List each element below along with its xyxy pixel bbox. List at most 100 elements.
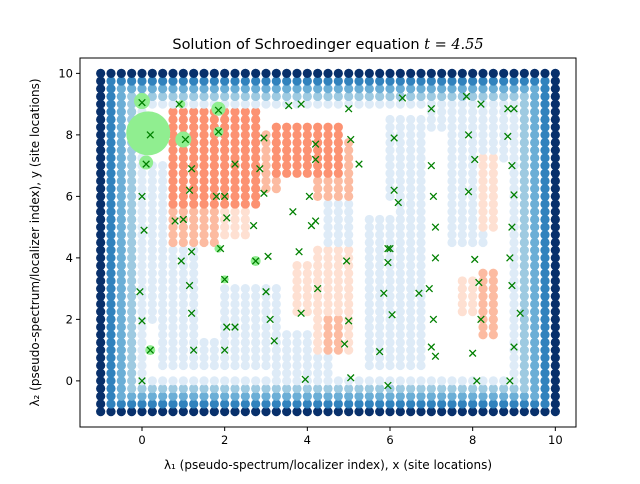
lattice-point [488, 276, 498, 286]
site-marker [464, 188, 473, 196]
lattice-point [447, 237, 457, 248]
lattice-point [302, 368, 312, 378]
lattice-point [178, 191, 188, 201]
lattice-point [137, 314, 147, 324]
lattice-point [158, 360, 168, 371]
lattice-point [230, 291, 240, 301]
site-marker [346, 374, 355, 382]
lattice-point [478, 91, 488, 102]
lattice-point [106, 291, 116, 301]
lattice-point [302, 299, 312, 309]
lattice-point [509, 368, 519, 378]
lattice-point [158, 253, 168, 263]
lattice-point [488, 191, 498, 201]
lattice-point [313, 407, 323, 417]
lattice-point [158, 391, 168, 401]
lattice-point [137, 245, 147, 255]
lattice-point [364, 330, 374, 340]
lattice-point [158, 260, 168, 271]
lattice-point [395, 161, 405, 171]
lattice-point [457, 99, 467, 109]
site-marker [342, 257, 351, 265]
lattice-point [457, 284, 467, 294]
lattice-point [468, 145, 478, 155]
lattice-point [147, 399, 157, 409]
lattice-point [106, 284, 116, 294]
lattice-point [509, 91, 519, 102]
lattice-point [127, 299, 137, 309]
lattice-point [147, 230, 157, 240]
lattice-point [116, 322, 126, 332]
lattice-point [168, 330, 178, 340]
lattice-point [416, 137, 426, 148]
lattice-point [478, 107, 488, 117]
wavefunction-circle [211, 101, 226, 116]
lattice-point [261, 68, 271, 78]
lattice-point [282, 137, 292, 148]
lattice-point [116, 68, 126, 78]
lattice-point [519, 76, 529, 86]
site-marker [508, 161, 516, 170]
lattice-point [344, 307, 354, 317]
lattice-point [96, 168, 106, 178]
lattice-point [354, 407, 364, 417]
lattice-point [488, 214, 498, 225]
lattice-point [199, 176, 209, 186]
lattice-point [199, 191, 209, 201]
site-marker [462, 92, 471, 101]
lattice-point [488, 99, 498, 109]
lattice-point [375, 253, 385, 263]
lattice-point [395, 237, 405, 248]
lattice-point [230, 360, 240, 371]
lattice-point [550, 330, 560, 340]
lattice-point [96, 330, 106, 340]
lattice-point [333, 268, 343, 278]
lattice-point [395, 284, 405, 294]
lattice-point [509, 276, 519, 286]
lattice-point [230, 345, 240, 355]
lattice-point [209, 222, 219, 232]
lattice-point [354, 68, 364, 78]
lattice-point [137, 76, 147, 86]
lattice-point [251, 176, 261, 186]
lattice-point [385, 360, 395, 371]
lattice-point [519, 99, 529, 109]
lattice-point [158, 76, 168, 86]
lattice-point [261, 153, 271, 163]
lattice-point [385, 99, 395, 109]
lattice-point [137, 291, 147, 301]
lattice-point [323, 383, 333, 394]
lattice-point [158, 168, 168, 178]
lattice-point [127, 291, 137, 301]
lattice-point [344, 91, 354, 102]
lattice-point [137, 337, 147, 348]
lattice-point [540, 360, 550, 371]
lattice-point [354, 76, 364, 86]
site-marker [427, 104, 436, 113]
lattice-point [137, 199, 147, 209]
lattice-point [323, 153, 333, 163]
lattice-point [189, 268, 199, 278]
lattice-point [313, 307, 323, 317]
lattice-point [127, 260, 137, 271]
lattice-point [147, 253, 157, 263]
lattice-point [96, 360, 106, 371]
lattice-point [158, 314, 168, 324]
lattice-point [230, 153, 240, 163]
lattice-point [416, 383, 426, 394]
lattice-point [302, 399, 312, 409]
lattice-point [540, 353, 550, 363]
lattice-point [499, 76, 509, 86]
lattice-point [416, 253, 426, 263]
lattice-point [416, 245, 426, 255]
lattice-point [416, 353, 426, 363]
lattice-point [323, 360, 333, 371]
site-marker [431, 254, 440, 262]
site-marker [289, 207, 297, 216]
lattice-point [333, 307, 343, 317]
lattice-point [550, 284, 560, 294]
lattice-point [313, 145, 323, 155]
lattice-point [178, 307, 188, 317]
lattice-point [261, 99, 271, 109]
